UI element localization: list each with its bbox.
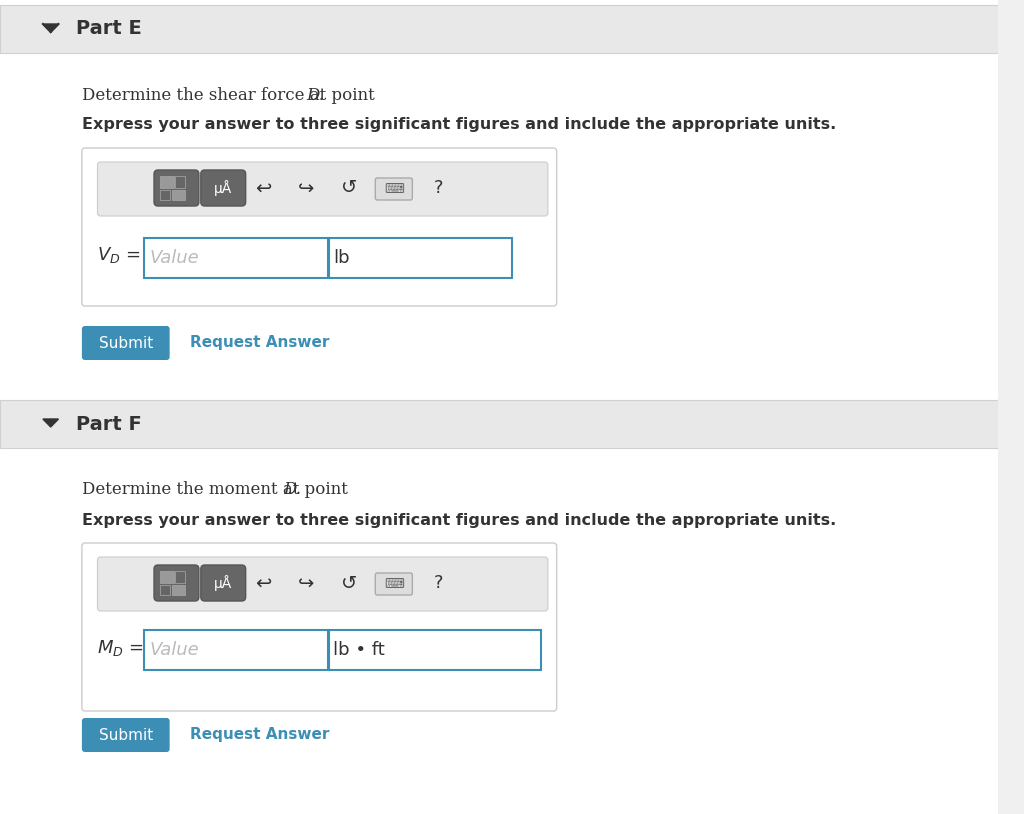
Text: Submit: Submit xyxy=(98,335,153,351)
Text: Express your answer to three significant figures and include the appropriate uni: Express your answer to three significant… xyxy=(82,117,837,133)
Bar xyxy=(0,53,998,388)
FancyBboxPatch shape xyxy=(201,170,246,206)
Text: $M_D$ =: $M_D$ = xyxy=(97,638,144,658)
Text: ?: ? xyxy=(434,574,443,592)
Bar xyxy=(172,585,185,595)
FancyBboxPatch shape xyxy=(201,565,246,601)
Text: lb: lb xyxy=(334,249,350,267)
Text: Determine the shear force at point: Determine the shear force at point xyxy=(82,86,380,103)
Text: μÅ: μÅ xyxy=(214,180,232,196)
Bar xyxy=(175,176,185,188)
Bar xyxy=(175,571,185,583)
Text: ↩: ↩ xyxy=(255,574,271,593)
Text: Part E: Part E xyxy=(76,20,141,38)
FancyBboxPatch shape xyxy=(82,326,170,360)
Text: ⌨: ⌨ xyxy=(384,577,403,591)
Polygon shape xyxy=(43,24,58,32)
Text: μÅ: μÅ xyxy=(214,575,232,591)
Text: ↪: ↪ xyxy=(298,178,314,198)
Text: Determine the moment at point: Determine the moment at point xyxy=(82,482,353,498)
Text: Express your answer to three significant figures and include the appropriate uni: Express your answer to three significant… xyxy=(82,514,837,528)
Text: $V_D$ =: $V_D$ = xyxy=(97,245,141,265)
Bar xyxy=(0,448,998,814)
Bar xyxy=(160,176,173,188)
Text: Submit: Submit xyxy=(98,728,153,742)
Text: ↪: ↪ xyxy=(298,574,314,593)
Bar xyxy=(329,238,512,278)
Text: Request Answer: Request Answer xyxy=(190,728,330,742)
Bar xyxy=(0,5,998,53)
Bar xyxy=(144,630,328,670)
Text: lb • ft: lb • ft xyxy=(334,641,385,659)
FancyBboxPatch shape xyxy=(82,718,170,752)
Bar xyxy=(160,571,173,583)
FancyBboxPatch shape xyxy=(376,178,413,200)
Bar xyxy=(329,630,541,670)
Text: D.: D. xyxy=(306,86,325,103)
Text: ↺: ↺ xyxy=(341,178,357,198)
FancyBboxPatch shape xyxy=(97,557,548,611)
FancyBboxPatch shape xyxy=(154,170,199,206)
Text: ↺: ↺ xyxy=(341,574,357,593)
Text: Value: Value xyxy=(150,641,199,659)
Text: ⌨: ⌨ xyxy=(384,182,403,196)
Bar xyxy=(0,400,998,448)
FancyBboxPatch shape xyxy=(82,543,557,711)
Text: D.: D. xyxy=(284,482,302,498)
Text: Request Answer: Request Answer xyxy=(190,335,330,351)
Text: ↩: ↩ xyxy=(255,178,271,198)
Text: ?: ? xyxy=(434,179,443,197)
FancyBboxPatch shape xyxy=(154,565,199,601)
Bar xyxy=(160,585,170,595)
Polygon shape xyxy=(43,419,58,427)
Bar xyxy=(160,190,170,200)
Text: Part F: Part F xyxy=(76,414,141,434)
Bar xyxy=(172,190,185,200)
FancyBboxPatch shape xyxy=(376,573,413,595)
FancyBboxPatch shape xyxy=(97,162,548,216)
FancyBboxPatch shape xyxy=(82,148,557,306)
Text: Value: Value xyxy=(150,249,199,267)
Bar xyxy=(144,238,328,278)
